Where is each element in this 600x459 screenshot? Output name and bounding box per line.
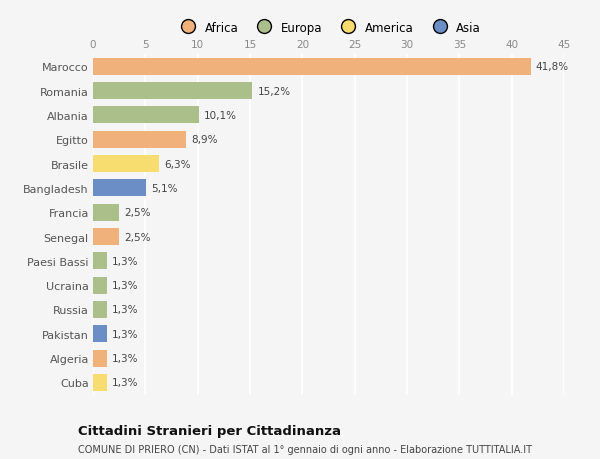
Text: 5,1%: 5,1% [152, 184, 178, 194]
Bar [93, 253, 107, 270]
Bar [93, 107, 199, 124]
Bar [93, 83, 252, 100]
Bar [93, 229, 119, 246]
Text: 15,2%: 15,2% [257, 86, 290, 96]
Text: Cittadini Stranieri per Cittadinanza: Cittadini Stranieri per Cittadinanza [78, 425, 341, 437]
Text: 1,3%: 1,3% [112, 378, 139, 387]
Text: 41,8%: 41,8% [536, 62, 569, 72]
Bar [93, 204, 119, 221]
Text: 6,3%: 6,3% [164, 159, 191, 169]
Text: 2,5%: 2,5% [124, 232, 151, 242]
Bar [93, 156, 159, 173]
Bar [93, 374, 107, 391]
Text: 8,9%: 8,9% [191, 135, 218, 145]
Text: 2,5%: 2,5% [124, 208, 151, 218]
Bar [93, 325, 107, 342]
Bar [93, 301, 107, 319]
Legend: Africa, Europa, America, Asia: Africa, Europa, America, Asia [172, 17, 485, 39]
Bar [93, 131, 186, 149]
Text: 1,3%: 1,3% [112, 329, 139, 339]
Text: 1,3%: 1,3% [112, 256, 139, 266]
Bar [93, 180, 146, 197]
Text: 1,3%: 1,3% [112, 305, 139, 315]
Text: 1,3%: 1,3% [112, 280, 139, 291]
Text: COMUNE DI PRIERO (CN) - Dati ISTAT al 1° gennaio di ogni anno - Elaborazione TUT: COMUNE DI PRIERO (CN) - Dati ISTAT al 1°… [78, 444, 532, 454]
Bar [93, 277, 107, 294]
Text: 1,3%: 1,3% [112, 353, 139, 364]
Bar [93, 350, 107, 367]
Bar [93, 59, 530, 76]
Text: 10,1%: 10,1% [204, 111, 237, 121]
